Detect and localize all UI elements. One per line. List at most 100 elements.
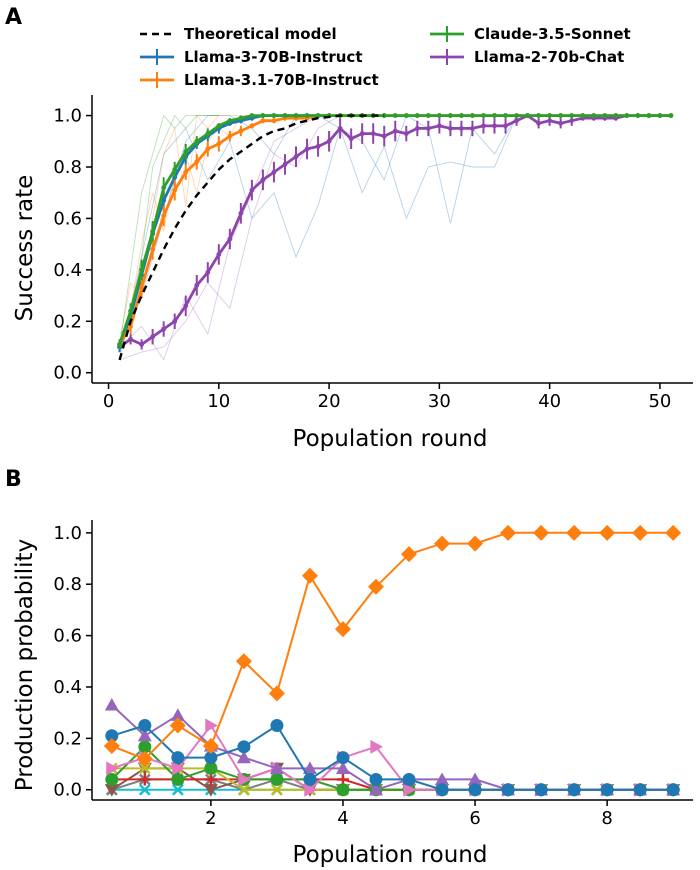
data-point: [205, 718, 218, 733]
data-point: [204, 751, 218, 765]
legend-label: Theoretical model: [184, 25, 337, 43]
data-point: [235, 653, 252, 670]
data-point: [600, 783, 614, 797]
data-point: [171, 751, 185, 765]
data-point: [547, 118, 553, 124]
panel-a-y-tick-label: 0.6: [53, 208, 82, 229]
data-point: [367, 578, 384, 595]
data-point: [567, 783, 581, 797]
data-point: [435, 772, 450, 786]
data-point: [436, 113, 442, 118]
data-point: [613, 113, 619, 118]
data-point: [569, 113, 575, 118]
data-point: [227, 133, 233, 139]
data-point: [381, 113, 387, 118]
data-point: [171, 772, 185, 786]
data-point: [204, 761, 218, 775]
data-point: [381, 133, 387, 139]
data-point: [514, 118, 519, 124]
legend-label: Llama-3.1-70B-Instruct: [184, 71, 379, 89]
panel-b-y-tick-label: 0.6: [53, 626, 82, 647]
data-point: [204, 773, 217, 786]
individual-run-line: [119, 114, 241, 342]
data-point: [304, 782, 317, 797]
panel-b-series-0: [103, 524, 682, 767]
data-point: [105, 729, 119, 743]
data-point: [269, 761, 284, 775]
data-point: [282, 113, 288, 118]
individual-run-line: [119, 115, 539, 360]
data-point: [401, 546, 418, 563]
data-point: [170, 708, 185, 721]
data-point: [304, 113, 310, 118]
data-point: [602, 113, 608, 118]
data-point: [128, 336, 133, 342]
data-point: [336, 751, 350, 765]
data-point: [403, 131, 409, 136]
panel-b-x-tick-label: 2: [205, 808, 216, 829]
panel-b-y-tick-label: 0.8: [53, 574, 82, 595]
data-point: [137, 728, 152, 742]
data-point: [558, 113, 564, 118]
panel-b-y-tick-label: 1.0: [53, 523, 82, 544]
legend-label: Claude-3.5-Sonnet: [474, 25, 631, 43]
data-point: [447, 113, 453, 118]
data-point: [304, 146, 310, 152]
data-point: [467, 535, 484, 552]
panel-b-y-tick-label: 0.4: [53, 677, 82, 698]
data-point: [238, 210, 244, 216]
legend-label: Llama-3-70B-Instruct: [184, 48, 363, 66]
data-point: [172, 174, 178, 180]
data-point: [303, 772, 317, 786]
data-point: [470, 113, 475, 118]
data-point: [150, 246, 156, 252]
panel-a-y-tick-label: 1.0: [53, 106, 82, 127]
data-point: [402, 772, 416, 786]
panel-b-x-tick-label: 8: [601, 808, 612, 829]
data-point: [468, 783, 482, 797]
panel-b-series-1: [105, 719, 680, 797]
data-point: [558, 120, 564, 126]
data-point: [227, 118, 233, 124]
data-point: [335, 761, 350, 775]
data-point: [202, 738, 219, 755]
data-point: [271, 783, 283, 796]
series-claude: [117, 113, 674, 350]
data-point: [370, 739, 383, 754]
data-point: [293, 113, 299, 118]
data-point: [138, 783, 151, 796]
individual-run-line: [119, 114, 219, 348]
panel-a-y-axis-title: Success rate: [12, 175, 38, 322]
data-point: [150, 228, 156, 234]
data-point: [249, 113, 255, 118]
data-point: [205, 270, 211, 275]
data-point: [203, 784, 218, 797]
data-point: [646, 113, 652, 118]
panel-b-x-tick-label: 6: [469, 808, 480, 829]
data-point: [403, 782, 417, 797]
data-point: [632, 524, 649, 541]
data-point: [536, 113, 542, 118]
data-point: [172, 167, 178, 172]
data-point: [492, 123, 497, 129]
panel-a-x-tick-label: 10: [207, 391, 230, 412]
series-line: [118, 113, 671, 349]
data-point: [436, 123, 442, 129]
data-point: [205, 146, 211, 152]
panel-b-y-tick-label: 0.2: [53, 728, 82, 749]
data-point: [326, 138, 332, 144]
data-point: [128, 308, 133, 314]
panel-b-series-2: [104, 697, 681, 796]
data-point: [348, 136, 354, 142]
data-point: [138, 773, 151, 786]
data-point: [434, 535, 451, 552]
data-point: [301, 567, 318, 584]
panel-a-chart: 0 10 20 30 40 50 0.0 0.2 0.4 0.6 0.8 1.0 Population…: [12, 25, 693, 452]
data-point: [138, 740, 152, 754]
data-point: [236, 750, 251, 764]
series-line: [111, 531, 674, 761]
data-point: [172, 187, 178, 193]
data-point: [633, 783, 647, 797]
panel-b-x-axis-title: Population round: [293, 842, 488, 868]
